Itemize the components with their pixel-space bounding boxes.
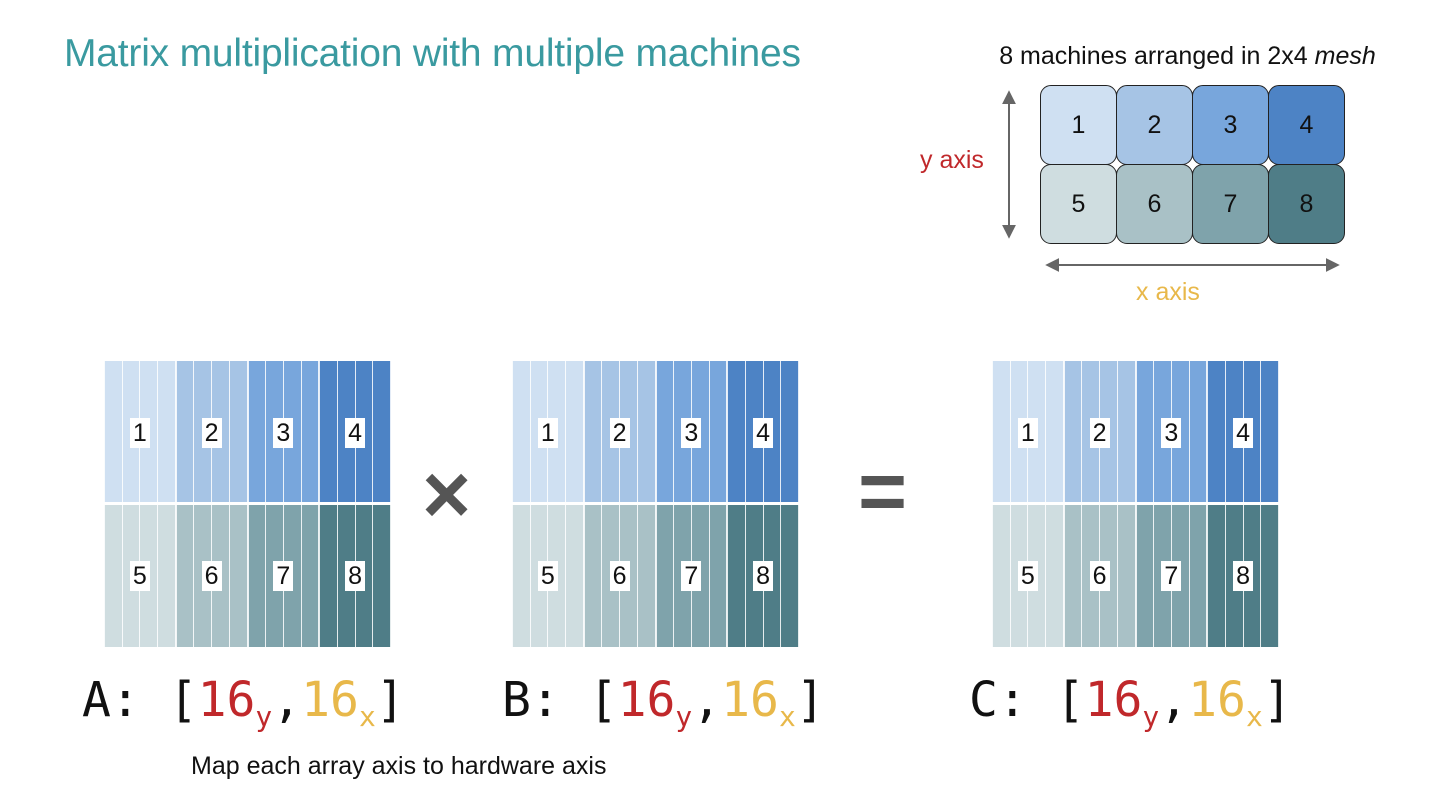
matrix-c-block-4: 4 [1207,361,1279,504]
shape-c-suffix: ] [1262,672,1292,728]
matrix-c-block-7: 7 [1135,504,1208,647]
shape-c-dim2: 16x [1188,672,1263,733]
matrix-b-block-2: 2 [583,361,656,504]
matrix-a-block-7: 7 [247,504,320,647]
y-axis-label: y axis [920,146,984,174]
matrix-b-block-label: 7 [681,560,702,591]
matrix-b-block-label: 3 [681,417,702,448]
matrix-b-block-8: 8 [727,504,799,647]
shape-c-prefix: C: [ [969,672,1085,728]
matrix-a-block-4: 4 [319,361,391,504]
footer-caption: Map each array axis to hardware axis [191,752,607,780]
x-axis-label: x axis [1136,278,1200,306]
matrix-c-block-label: 4 [1233,417,1254,448]
matrix-a-block-5: 5 [104,504,176,647]
matrix-b-block-5: 5 [512,504,584,647]
row-divider [992,502,1279,505]
matrix-c-block-6: 6 [1063,504,1136,647]
matrix-a-block-label: 6 [201,560,222,591]
matrix-c: 1 2 3 4 5 6 7 8 [992,361,1279,647]
shape-a-sep: , [272,672,302,728]
page-title: Matrix multiplication with multiple mach… [64,32,801,75]
matrix-c-block-label: 8 [1233,560,1254,591]
matrix-a-block-6: 6 [175,504,248,647]
shape-c: C: [16y,16x] [969,672,1292,733]
matrix-c-block-2: 2 [1063,361,1136,504]
matrix-a: 1 2 3 4 5 6 7 8 [104,361,391,647]
matrix-b-block-7: 7 [655,504,728,647]
matrix-a-block-label: 7 [273,560,294,591]
matrix-c-block-1: 1 [992,361,1064,504]
matrix-c-block-5: 5 [992,504,1064,647]
matrix-b-block-1: 1 [512,361,584,504]
machine-3: 3 [1192,85,1269,165]
mesh-caption: 8 machines arranged in 2x4 mesh [960,42,1415,71]
matrix-a-block-3: 3 [247,361,320,504]
row-divider [512,502,799,505]
machine-7: 7 [1192,164,1269,244]
row-divider [104,502,391,505]
matrix-b-block-label: 5 [537,560,558,591]
equals-operator: = [858,444,908,538]
shape-b-sep: , [692,672,722,728]
matrix-a-block-1: 1 [104,361,176,504]
matrix-b-block-4: 4 [727,361,799,504]
matrix-c-block-8: 8 [1207,504,1279,647]
machine-6: 6 [1116,164,1193,244]
matrix-c-block-label: 1 [1017,417,1038,448]
mesh-caption-emphasis: mesh [1314,42,1376,70]
machine-4: 4 [1268,85,1345,165]
shape-a-dim2: 16x [301,672,376,733]
matrix-b-block-label: 8 [753,560,774,591]
shape-b-dim1: 16y [617,672,693,733]
multiply-operator: × [422,447,472,541]
matrix-c-block-label: 7 [1161,560,1182,591]
machine-2: 2 [1116,85,1193,165]
machine-mesh: 1 2 3 4 5 6 7 8 [1040,85,1345,244]
matrix-c-block-label: 6 [1089,560,1110,591]
matrix-b-block-label: 1 [537,417,558,448]
shape-b-suffix: ] [795,672,825,728]
shape-a-prefix: A: [ [82,672,198,728]
matrix-c-block-label: 2 [1089,417,1110,448]
matrix-b-block-label: 2 [609,417,630,448]
matrix-a-block-label: 1 [129,417,150,448]
matrix-c-block-label: 5 [1017,560,1038,591]
shape-b: B: [16y,16x] [502,672,825,733]
shape-a: A: [16y,16x] [82,672,405,733]
matrix-a-block-8: 8 [319,504,391,647]
shape-c-sep: , [1159,672,1189,728]
matrix-b-block-3: 3 [655,361,728,504]
matrix-c-block-label: 3 [1161,417,1182,448]
shape-a-suffix: ] [375,672,405,728]
matrix-b-block-6: 6 [583,504,656,647]
shape-b-dim2: 16x [721,672,796,733]
matrix-a-block-label: 8 [345,560,366,591]
matrix-b: 1 2 3 4 5 6 7 8 [512,361,799,647]
matrix-a-block-label: 2 [201,417,222,448]
matrix-b-block-label: 4 [753,417,774,448]
mesh-caption-prefix: 8 machines arranged in 2x4 [999,42,1315,70]
matrix-a-block-label: 5 [129,560,150,591]
matrix-c-block-3: 3 [1135,361,1208,504]
machine-8: 8 [1268,164,1345,244]
machine-5: 5 [1040,164,1117,244]
shape-b-prefix: B: [ [502,672,618,728]
shape-c-dim1: 16y [1084,672,1160,733]
machine-1: 1 [1040,85,1117,165]
matrix-a-block-label: 4 [345,417,366,448]
shape-a-dim1: 16y [197,672,273,733]
matrix-a-block-2: 2 [175,361,248,504]
matrix-a-block-label: 3 [273,417,294,448]
matrix-b-block-label: 6 [609,560,630,591]
